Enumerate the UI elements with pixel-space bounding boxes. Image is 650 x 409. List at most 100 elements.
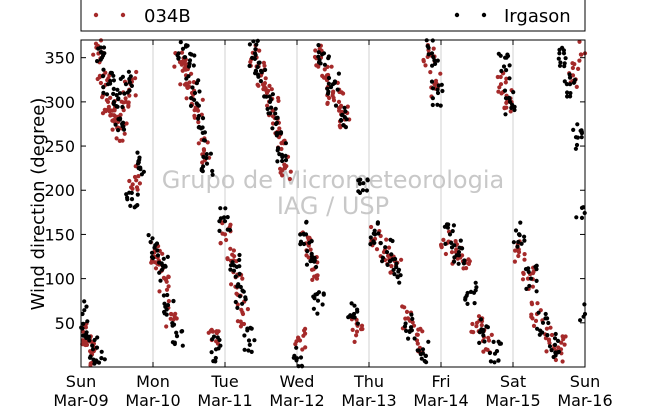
point-irgason <box>567 82 573 87</box>
point-irgason <box>217 228 222 233</box>
point-034b <box>516 253 521 259</box>
point-irgason <box>231 268 237 273</box>
x-tick-label-date: Mar-11 <box>197 391 252 409</box>
x-tick-label-day: Thu <box>353 372 384 391</box>
point-irgason <box>240 301 245 306</box>
point-irgason <box>420 347 426 352</box>
point-034b <box>410 320 415 325</box>
point-034b <box>443 251 448 257</box>
point-irgason <box>456 261 461 266</box>
point-irgason <box>562 61 567 66</box>
point-irgason <box>438 103 443 108</box>
point-irgason <box>164 307 169 312</box>
point-034b <box>80 329 86 334</box>
point-irgason <box>579 131 585 136</box>
point-034b <box>136 174 141 179</box>
point-irgason <box>364 188 369 193</box>
point-034b <box>166 284 171 289</box>
point-034b <box>369 224 374 230</box>
point-irgason <box>380 259 385 264</box>
point-irgason <box>567 72 572 77</box>
point-irgason <box>247 63 252 68</box>
point-irgason <box>498 341 503 346</box>
point-034b <box>200 97 205 102</box>
x-tick-label-day: Sun <box>66 372 96 391</box>
point-034b <box>179 62 184 67</box>
point-034b <box>310 277 315 282</box>
point-034b <box>546 337 552 342</box>
point-034b <box>220 231 225 236</box>
point-irgason <box>555 350 560 355</box>
point-irgason <box>92 359 97 364</box>
point-irgason <box>283 141 288 146</box>
point-034b <box>354 329 360 334</box>
point-034b <box>577 58 582 63</box>
point-irgason <box>161 293 166 298</box>
point-034b <box>261 60 266 65</box>
x-tick-label-date: Mar-12 <box>269 391 324 409</box>
point-irgason <box>410 316 415 321</box>
point-034b <box>97 75 102 80</box>
data-points <box>79 38 588 369</box>
point-034b <box>124 121 129 126</box>
point-irgason <box>426 45 431 50</box>
point-irgason <box>452 255 457 260</box>
point-034b <box>416 327 421 332</box>
point-irgason <box>419 356 424 361</box>
point-034b <box>570 61 575 66</box>
point-irgason <box>87 338 92 343</box>
point-irgason <box>192 90 198 96</box>
point-irgason <box>352 303 357 308</box>
point-034b <box>122 131 127 136</box>
point-irgason <box>463 297 468 302</box>
point-034b <box>415 332 420 337</box>
point-034b <box>479 323 484 328</box>
point-irgason <box>562 79 567 84</box>
point-irgason <box>443 241 448 246</box>
point-irgason <box>191 63 196 68</box>
point-irgason <box>118 116 123 121</box>
x-tick-label-date: Mar-15 <box>485 391 540 409</box>
point-034b <box>345 104 350 109</box>
point-irgason <box>114 93 119 98</box>
point-034b <box>209 327 214 332</box>
point-irgason <box>298 355 304 360</box>
point-034b <box>267 83 272 88</box>
point-034b <box>114 136 119 141</box>
point-034b <box>171 317 176 322</box>
point-034b <box>224 237 229 243</box>
point-034b <box>230 252 235 257</box>
point-irgason <box>557 63 563 68</box>
point-irgason <box>98 57 103 62</box>
point-irgason <box>507 76 512 81</box>
point-034b <box>278 166 283 171</box>
x-tick-label-date: Mar-16 <box>557 391 612 409</box>
point-irgason <box>96 46 101 51</box>
point-irgason <box>275 148 280 153</box>
point-034b <box>276 98 281 103</box>
point-034b <box>481 349 486 354</box>
point-irgason <box>270 126 275 131</box>
point-034b <box>553 357 559 363</box>
point-irgason <box>394 261 399 266</box>
point-irgason <box>256 60 261 65</box>
y-tick-label: 200 <box>44 181 75 200</box>
x-tick-label-day: Sun <box>570 372 600 391</box>
x-tick-label-day: Wed <box>280 372 315 391</box>
point-irgason <box>575 122 580 127</box>
point-irgason <box>326 81 331 86</box>
point-034b <box>354 333 359 338</box>
point-034b <box>240 310 245 315</box>
point-irgason <box>558 60 563 65</box>
point-irgason <box>230 260 235 265</box>
point-irgason <box>126 69 131 74</box>
point-034b <box>262 84 267 89</box>
point-irgason <box>280 158 285 164</box>
point-irgason <box>312 296 317 301</box>
point-irgason <box>503 96 509 101</box>
point-irgason <box>101 85 106 90</box>
watermark-line-2: IAG / USP <box>277 192 389 220</box>
point-irgason <box>172 340 177 345</box>
grid <box>152 40 514 367</box>
